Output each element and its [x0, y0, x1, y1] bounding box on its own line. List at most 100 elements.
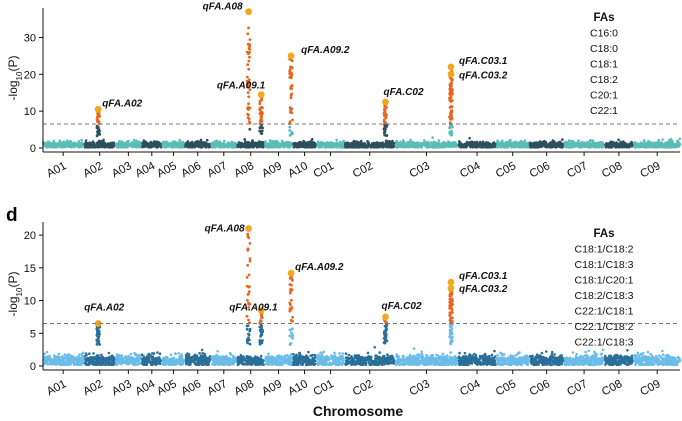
peak-snp-point [96, 118, 99, 122]
snp-point [385, 145, 389, 149]
snp-point [45, 350, 49, 354]
snp-point [624, 142, 628, 146]
peak-snp-point [385, 134, 389, 138]
snp-point [324, 146, 328, 149]
snp-point [148, 356, 151, 360]
snp-point [208, 145, 212, 149]
snp-point [97, 139, 101, 143]
snp-point [493, 142, 496, 146]
x-tick-label: C09 [638, 160, 662, 181]
snp-point [379, 142, 383, 146]
snp-point [384, 143, 388, 147]
snp-point [284, 142, 288, 146]
snp-point [320, 142, 324, 146]
snp-point [94, 146, 97, 149]
snp-point [369, 144, 372, 147]
peak-snp-point [246, 107, 249, 110]
snp-point [140, 353, 144, 357]
snp-point [105, 361, 108, 364]
snp-point [80, 142, 84, 146]
snp-point [115, 143, 119, 147]
snp-point [272, 142, 276, 146]
peak-snp-point [449, 116, 453, 120]
snp-point [529, 145, 532, 148]
x-tick-label: A09 [260, 160, 284, 180]
peak-snp-point [383, 128, 386, 132]
snp-point [44, 361, 48, 365]
peak-snp-point [290, 59, 294, 63]
snp-point [667, 142, 671, 145]
snp-point [77, 140, 81, 143]
snp-point [163, 143, 166, 147]
peak-snp-point [245, 75, 249, 79]
peak-snp-point [248, 55, 251, 59]
snp-point [557, 144, 560, 147]
snp-point [162, 361, 165, 364]
snp-point [77, 355, 81, 359]
snp-point [377, 145, 381, 148]
snp-point [201, 351, 204, 355]
snp-point [399, 145, 403, 149]
snp-point [84, 352, 88, 355]
snp-point [374, 145, 377, 148]
snp-point [190, 356, 194, 360]
peak-snp-point [247, 59, 251, 63]
snp-point [396, 142, 399, 145]
snp-point [156, 361, 160, 365]
snp-point [471, 145, 475, 148]
snp-point [172, 140, 175, 143]
snp-point [577, 144, 581, 147]
snp-point [152, 145, 156, 148]
snp-point [265, 144, 268, 147]
peak-snp-point [290, 66, 294, 69]
snp-point [207, 143, 210, 146]
snp-point [278, 145, 282, 148]
snp-point [153, 357, 156, 360]
snp-point [198, 142, 201, 146]
peak-snp-point [258, 99, 262, 103]
snp-point [53, 359, 57, 363]
snp-point [143, 141, 146, 144]
snp-point [335, 142, 339, 145]
snp-point [65, 139, 69, 143]
snp-point [544, 141, 548, 144]
peak-snp-point [258, 108, 262, 112]
snp-point [156, 351, 159, 354]
snp-point [78, 353, 81, 356]
snp-point [70, 145, 74, 149]
snp-point [147, 352, 150, 356]
legend-item: C16:0 [590, 28, 618, 40]
snp-point [581, 144, 585, 148]
snp-point [184, 144, 187, 147]
snp-point [58, 139, 62, 142]
snp-point [340, 144, 344, 148]
snp-point [402, 142, 406, 146]
snp-point [217, 142, 220, 145]
snp-point [655, 146, 658, 149]
snp-point [149, 143, 153, 146]
snp-point [224, 144, 228, 147]
snp-point [661, 138, 664, 141]
snp-point [111, 142, 114, 146]
peak-snp-point [246, 32, 250, 36]
snp-point [169, 363, 172, 366]
snp-point [106, 142, 110, 145]
x-tick-label: A08 [232, 160, 256, 180]
peak-snp-point [248, 38, 252, 41]
snp-point [424, 143, 428, 147]
snp-point [72, 361, 75, 364]
snp-point [323, 142, 327, 145]
snp-point [169, 353, 173, 357]
snp-point [432, 146, 436, 149]
snp-point [83, 355, 87, 358]
legend-item: C18:0 [590, 43, 618, 55]
y-tick-label: 30 [24, 32, 36, 44]
x-tick-label: C07 [565, 160, 589, 181]
x-tick-label: A04 [133, 160, 157, 180]
peak-snp-point [288, 120, 292, 124]
snp-point [172, 142, 176, 146]
snp-point [206, 359, 210, 362]
snp-point [88, 352, 91, 356]
snp-point [172, 356, 176, 360]
snp-point [169, 145, 173, 148]
